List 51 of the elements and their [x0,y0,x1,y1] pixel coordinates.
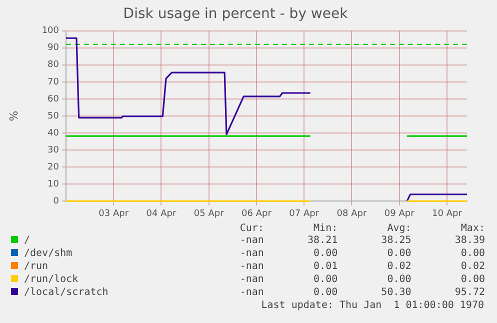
text: 0.02 [386,260,412,273]
text: -nan [238,247,264,260]
text: 50.30 [380,286,412,299]
text: 38.39 [454,234,485,247]
y-tick-label: 50 [48,111,60,122]
text: Cur: [238,222,264,234]
y-tick-label: 60 [48,94,60,104]
legend-label: / [24,235,30,246]
legend-label: /dev/shm [24,248,72,259]
y-tick-label: 40 [48,128,60,138]
chart-title: Disk usage in percent - by week [123,6,349,22]
text: 0.00 [460,247,485,260]
y-tick-label: 90 [48,43,60,54]
x-tick-label: 04 Apr [146,208,176,219]
x-tick-label: 08 Apr [336,208,367,219]
text: 0.02 [460,260,485,273]
text: 0.00 [312,247,338,260]
text: -nan [238,273,264,286]
y-axis-title: % [7,110,20,122]
text: 0.00 [386,247,412,260]
x-tick-label: 05 Apr [194,208,224,219]
x-tick-label: 06 Apr [242,208,272,219]
x-tick-label: 09 Apr [384,208,415,219]
x-tick-label: 03 Apr [98,208,129,219]
text: 0.00 [460,273,485,286]
text: 38.21 [306,234,338,247]
text: -nan [238,234,264,247]
y-tick-label: 20 [48,162,60,172]
text: 95.72 [454,286,485,299]
text: 0.00 [386,273,412,286]
legend-label: /local/scratch [24,287,108,298]
y-tick-label: 70 [48,77,60,88]
text: -nan [238,260,264,273]
text: Avg: [386,222,412,234]
y-tick-label: 80 [48,60,60,70]
text: 0.00 [312,273,338,286]
text: 0.01 [312,260,338,273]
text: -nan [238,286,264,299]
y-tick-label: 100 [42,26,60,36]
y-tick-label: 30 [48,145,60,156]
x-tick-label: 07 Apr [289,208,320,219]
legend-label: /run/lock [24,274,78,285]
text: Max: [460,222,485,234]
y-tick-label: 10 [48,180,60,190]
text: 0.00 [312,286,338,299]
text: 38.25 [380,234,412,247]
text: Last update: Thu Jan 1 01:00:00 1970 [260,299,485,312]
y-tick-label: 0 [53,196,60,207]
text: Min: [312,222,338,234]
legend-label: /run [24,261,48,272]
x-tick-label: 10 Apr [432,208,462,219]
